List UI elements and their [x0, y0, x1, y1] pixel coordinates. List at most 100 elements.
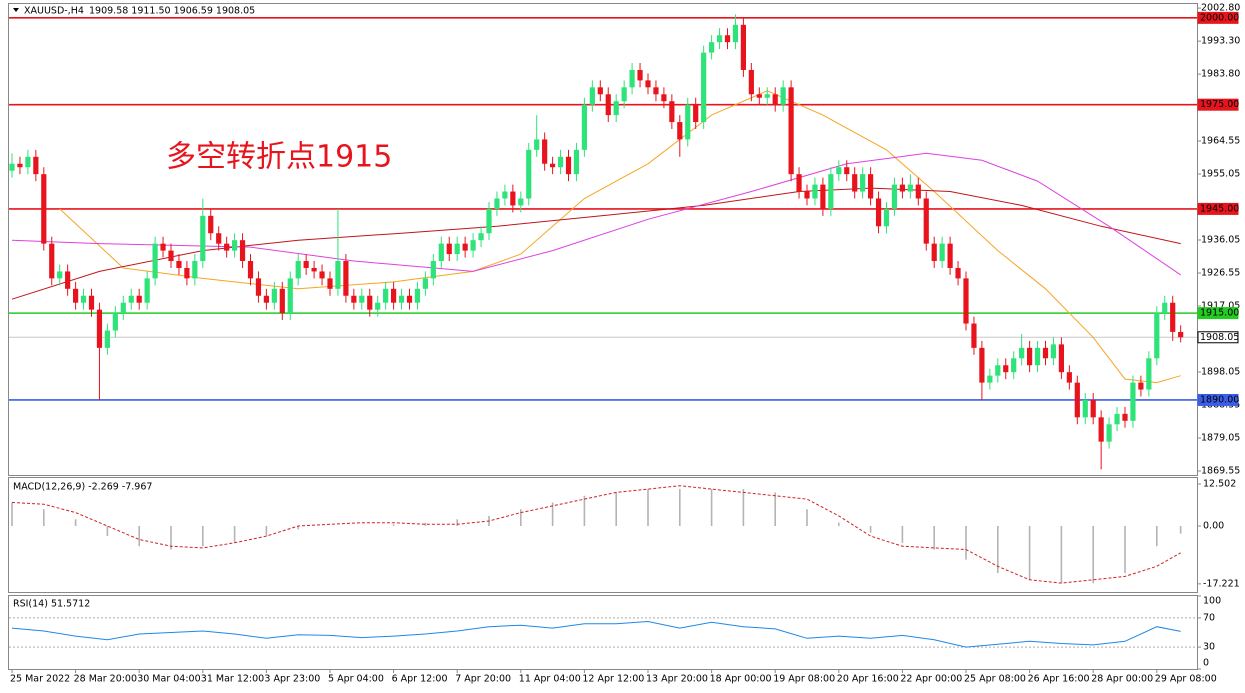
- symbol: XAUUSD-,H4: [24, 6, 84, 17]
- candle-body: [597, 87, 603, 95]
- candle-body: [343, 261, 349, 296]
- macd-bar: [1060, 526, 1063, 584]
- candle-body: [41, 174, 47, 244]
- candle-body: [57, 271, 63, 279]
- candle-body: [112, 313, 118, 331]
- x-tick-label: 29 Apr 08:00: [1155, 674, 1217, 685]
- candle-body: [701, 52, 707, 123]
- candle-body: [383, 288, 389, 303]
- candle-body: [645, 80, 651, 88]
- candle-body: [144, 278, 150, 303]
- candle-body: [931, 243, 937, 262]
- y-tick-label: 1983.80: [1201, 69, 1240, 80]
- candle-body: [494, 198, 500, 209]
- candle-body: [836, 167, 842, 175]
- candle-body: [168, 250, 174, 262]
- candle-body: [208, 215, 214, 234]
- menu-arrow: [13, 8, 19, 12]
- candle-body: [1003, 365, 1009, 373]
- candle-body: [995, 365, 1001, 376]
- macd-bar: [138, 526, 140, 547]
- candle-body: [9, 163, 15, 171]
- macd-bar: [43, 509, 45, 527]
- candle-body: [192, 261, 198, 279]
- macd-bar: [265, 526, 268, 537]
- macd-panel: [8, 477, 1198, 593]
- candle-body: [1058, 344, 1064, 373]
- candle-body: [939, 243, 945, 262]
- candle-body: [510, 191, 516, 206]
- candle-body: [1050, 344, 1057, 359]
- macd-bar: [456, 519, 458, 527]
- x-tick-label: 3 Apr 23:00: [264, 674, 320, 685]
- macd-bar: [297, 526, 299, 530]
- candle-body: [120, 302, 126, 314]
- macd-bar: [838, 522, 840, 527]
- macd-bar: [551, 502, 554, 527]
- candle-body: [1027, 347, 1033, 366]
- candle-body: [581, 104, 587, 150]
- candle-body: [756, 94, 762, 98]
- candle-body: [724, 35, 731, 43]
- y-tick-label: 1964.55: [1201, 135, 1240, 146]
- y-tick-label: -17.221: [1203, 578, 1240, 589]
- candle-body: [152, 243, 158, 279]
- candle-body: [613, 101, 619, 116]
- macd-bar: [647, 489, 649, 527]
- candle-body: [1042, 347, 1049, 359]
- x-tick-label: 28 Mar 20:00: [74, 674, 137, 685]
- macd-bar: [1156, 526, 1158, 547]
- candle-body: [136, 295, 142, 303]
- candle-body: [1074, 382, 1080, 418]
- y-tick-label: 12.502: [1203, 479, 1236, 490]
- macd-bar: [202, 526, 204, 547]
- candle-body: [1130, 382, 1136, 421]
- macd-bar: [1028, 526, 1031, 580]
- candle-body: [1098, 417, 1104, 442]
- candle-body: [693, 104, 699, 123]
- candle-body: [247, 261, 254, 279]
- y-tick-label: 1955.05: [1201, 168, 1240, 179]
- candle-body: [80, 295, 87, 303]
- candle-body: [868, 174, 874, 199]
- candle-body: [176, 261, 182, 268]
- candle-body: [200, 215, 206, 262]
- y-tick-label: 0: [1203, 658, 1209, 669]
- candle-body: [923, 198, 929, 244]
- y-tick-label: 100: [1203, 596, 1221, 607]
- candle-body: [883, 208, 890, 227]
- candle-body: [446, 243, 452, 255]
- candle-body: [367, 295, 373, 310]
- candle-body: [406, 295, 413, 303]
- candle-body: [49, 243, 55, 279]
- candle-body: [232, 240, 238, 251]
- level-label-box: [1197, 202, 1239, 215]
- candle-body: [788, 87, 794, 175]
- candle-body: [852, 174, 858, 192]
- macd-bar: [1179, 526, 1182, 534]
- candle-body: [518, 198, 524, 206]
- x-tick-label: 30 Mar 04:00: [137, 674, 200, 685]
- level-label-box: [1197, 307, 1239, 320]
- candle-body: [828, 174, 834, 209]
- candle-body: [398, 295, 405, 303]
- candle-body: [677, 122, 683, 140]
- candle-body: [319, 271, 325, 279]
- level-label: 1975.00: [1200, 99, 1239, 110]
- y-tick-label: 1926.55: [1201, 268, 1240, 279]
- y-tick-label: 1917.05: [1201, 301, 1240, 312]
- candle-body: [907, 184, 913, 192]
- candle-body: [860, 174, 866, 192]
- candle-body: [1170, 302, 1176, 332]
- candle-body: [685, 104, 691, 140]
- candle-body: [1106, 424, 1112, 442]
- candle-body: [971, 323, 977, 348]
- candle-body: [653, 87, 659, 95]
- x-tick-label: 11 Apr 04:00: [519, 674, 581, 685]
- candle-body: [65, 271, 71, 289]
- macd-bar: [583, 495, 586, 527]
- candle-body: [589, 87, 595, 105]
- macd-bar: [742, 489, 745, 527]
- candle-body: [255, 278, 262, 296]
- candle-body: [669, 101, 675, 123]
